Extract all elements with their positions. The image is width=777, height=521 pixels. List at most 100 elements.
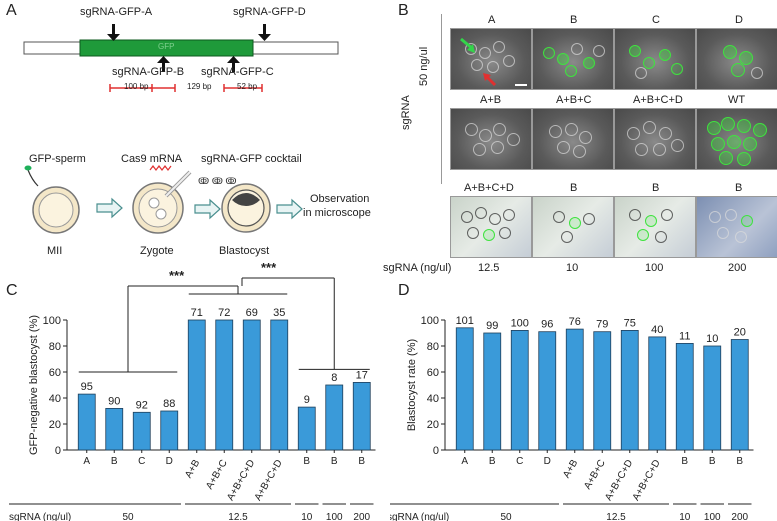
- bar: [325, 384, 344, 451]
- bar: [132, 411, 151, 451]
- x-tick-label: B: [709, 456, 716, 467]
- micrograph-c: [614, 28, 696, 90]
- arrow-a: [107, 24, 120, 41]
- arrow-3: [276, 198, 303, 220]
- x-tick-label: C: [138, 456, 145, 467]
- panel-a-diagram: ↂ ↂ ↂ: [23, 24, 339, 234]
- sgrna-d-label: sgRNA-GFP-D: [233, 6, 306, 18]
- row2-label-2: A+B+C: [556, 94, 592, 106]
- svg-text:ↂ ↂ ↂ: ↂ ↂ ↂ: [198, 176, 237, 186]
- row2-label-4: WT: [728, 94, 746, 106]
- bar-label: 76: [569, 316, 581, 328]
- group-label: 10: [301, 512, 313, 521]
- bar: [538, 331, 557, 451]
- bar: [160, 410, 179, 451]
- bar: [593, 331, 612, 451]
- side-label-sgrna: sgRNA: [400, 95, 412, 130]
- group-label: 12.5: [228, 512, 248, 521]
- bar: [352, 382, 371, 451]
- arrow-b: [157, 56, 170, 72]
- side-label-conc: 50 ng/ul: [418, 46, 430, 86]
- group-label: 100: [326, 512, 343, 521]
- y-tick-label: 80: [427, 341, 439, 353]
- bar-label: 96: [541, 319, 553, 331]
- y-tick-label: 40: [427, 393, 439, 405]
- bar-label: 95: [81, 381, 93, 393]
- cas9-label: Cas9 mRNA: [121, 153, 183, 165]
- bar-label: 11: [679, 330, 690, 342]
- y-tick-label: 0: [433, 445, 439, 457]
- blastocyst-drawing: [221, 183, 271, 233]
- y-axis-label: GFP-negative blastocyst (%): [28, 315, 40, 455]
- panel-c-letter: C: [6, 282, 18, 299]
- micrograph-abc: [532, 108, 614, 170]
- bar-label: 35: [273, 307, 285, 319]
- sgrna-a-label: sgRNA-GFP-A: [80, 6, 153, 18]
- y-axis-label: Blastocyst rate (%): [406, 339, 418, 431]
- bar-label: 10: [706, 333, 718, 345]
- x-tick-label: B: [331, 456, 338, 467]
- bar: [565, 328, 584, 451]
- bar: [483, 332, 502, 451]
- bar: [270, 319, 289, 451]
- gfp-label: GFP: [158, 42, 175, 51]
- b-conc-4: 200: [728, 262, 747, 274]
- row1-label-4: D: [735, 14, 743, 26]
- micrograph-a: [450, 28, 532, 90]
- y-tick-label: 60: [49, 367, 61, 379]
- x-tick-label: A+B+C+D: [253, 458, 285, 503]
- x-tick-label: B: [111, 456, 118, 467]
- micrograph-abcd: [614, 108, 696, 170]
- bar: [648, 336, 667, 451]
- y-tick-label: 100: [421, 315, 439, 327]
- dist-2-label: 129 bp: [187, 82, 212, 91]
- group-label: 12.5: [606, 512, 626, 521]
- dist-3-label: 52 bp: [237, 82, 258, 91]
- y-tick-label: 40: [49, 393, 61, 405]
- row1-label-1: A: [488, 14, 496, 26]
- x-tick-label: A+B+C+D: [631, 458, 663, 503]
- sgrna-c-label: sgRNA-GFP-C: [201, 66, 274, 78]
- y-tick-label: 100: [43, 315, 61, 327]
- bar: [242, 319, 261, 451]
- mii-oocyte: [24, 165, 80, 234]
- x-tick-label: B: [358, 456, 365, 467]
- bar-label: 69: [246, 307, 258, 319]
- dist-1-label: 100 bp: [124, 82, 149, 91]
- row3-label-3: B: [652, 182, 660, 194]
- bar: [297, 406, 316, 451]
- micrograph-b-100: [614, 196, 696, 258]
- cocktail-label: sgRNA-GFP cocktail: [201, 153, 302, 165]
- group-label: 200: [353, 512, 370, 521]
- x-tick-label: A+B+C: [582, 458, 608, 491]
- bar: [187, 319, 206, 451]
- y-tick-label: 80: [49, 341, 61, 353]
- row2-label-1: A+B: [480, 94, 502, 106]
- bar-label: 17: [356, 369, 368, 381]
- x-tick-label: C: [516, 456, 523, 467]
- bar-label: 40: [651, 324, 663, 336]
- micrograph-b-10: [532, 196, 614, 258]
- bar: [510, 330, 529, 451]
- group-label: 10: [679, 512, 691, 521]
- panel-d-letter: D: [398, 282, 410, 299]
- bar-label: 92: [136, 399, 148, 411]
- micrograph-ab: [450, 108, 532, 170]
- bar-label: 72: [218, 307, 230, 319]
- micrograph-d: [696, 28, 777, 90]
- row3-label-4: B: [735, 182, 743, 194]
- bar-label: 20: [734, 327, 746, 339]
- x-axis-label: sgRNA (ng/ul): [390, 512, 449, 521]
- x-tick-label: D: [166, 456, 173, 467]
- arrow-1: [96, 197, 123, 219]
- bar: [77, 393, 96, 451]
- blastocyst-label: Blastocyst: [219, 245, 270, 257]
- row2-label-3: A+B+C+D: [633, 94, 683, 106]
- sig-2: ***: [261, 260, 277, 275]
- bar: [675, 343, 694, 451]
- x-tick-label: A+B+C: [204, 458, 230, 491]
- b-conc-label: sgRNA (ng/ul): [383, 262, 452, 274]
- micrograph-b: [532, 28, 614, 90]
- sgrna-b-label: sgRNA-GFP-B: [112, 66, 185, 78]
